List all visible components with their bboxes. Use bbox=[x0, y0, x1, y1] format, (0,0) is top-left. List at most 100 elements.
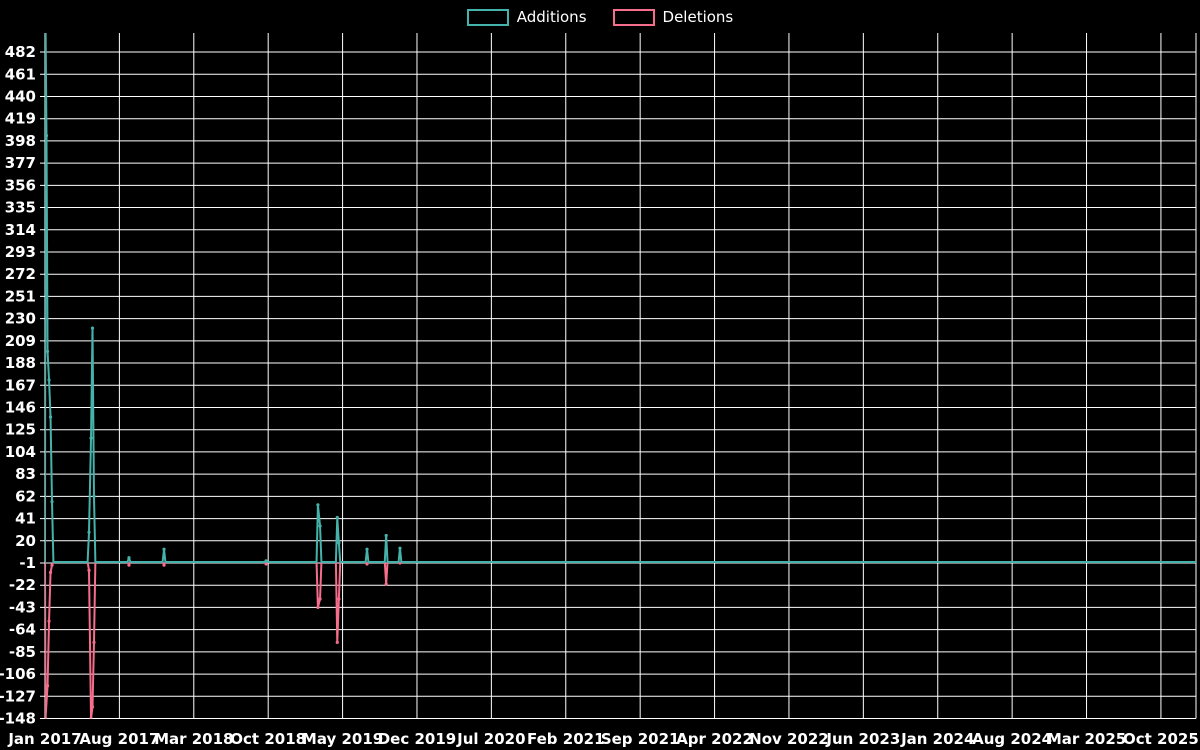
x-tick-label: Feb 2021 bbox=[527, 730, 605, 748]
y-tick-label: 356 bbox=[5, 176, 36, 194]
data-point bbox=[316, 605, 320, 610]
y-tick-label: 41 bbox=[15, 510, 36, 528]
data-point bbox=[89, 716, 93, 719]
additions-point-markers bbox=[45, 134, 402, 563]
x-tick-label: Jul 2020 bbox=[456, 730, 525, 748]
data-point bbox=[47, 378, 51, 382]
data-point bbox=[45, 716, 48, 719]
y-tick-label: 209 bbox=[5, 332, 36, 350]
vertical-gridlines bbox=[44, 33, 1197, 719]
y-tick-label: -85 bbox=[9, 643, 36, 661]
data-point bbox=[316, 503, 320, 507]
y-axis-labels: 482 461 440 419 398 377 356 335 314 293 272 251 230 2… bbox=[0, 43, 36, 727]
x-tick-label: Jun 2023 bbox=[825, 730, 900, 748]
y-tick-label: 251 bbox=[5, 287, 36, 305]
data-point bbox=[92, 494, 96, 498]
x-tick-label: Oct 2025 bbox=[1123, 730, 1199, 748]
x-tick-label: Mar 2025 bbox=[1047, 730, 1126, 748]
data-point bbox=[365, 562, 369, 566]
data-point bbox=[398, 546, 402, 550]
y-tick-label: 461 bbox=[5, 65, 36, 83]
x-tick-label: Dec 2019 bbox=[378, 730, 457, 748]
data-point bbox=[264, 559, 268, 563]
x-tick-label: Aug 2024 bbox=[972, 730, 1052, 748]
x-tick-label: Sep 2021 bbox=[601, 730, 680, 748]
y-tick-label: 272 bbox=[5, 265, 36, 283]
data-point bbox=[264, 562, 268, 566]
y-tick-label: -148 bbox=[0, 710, 36, 728]
x-tick-label: Aug 2017 bbox=[79, 730, 159, 748]
y-tick-label: 314 bbox=[5, 221, 36, 239]
data-point bbox=[337, 597, 341, 601]
x-tick-label: Oct 2018 bbox=[230, 730, 306, 748]
data-point bbox=[318, 524, 322, 528]
y-tick-label: 335 bbox=[5, 199, 36, 217]
data-point bbox=[50, 563, 54, 567]
y-tick-label: -106 bbox=[0, 665, 36, 683]
data-point bbox=[337, 541, 341, 545]
y-tick-label: 440 bbox=[5, 87, 36, 105]
data-point bbox=[45, 349, 50, 354]
data-point bbox=[45, 134, 49, 138]
data-point bbox=[318, 597, 322, 601]
x-tick-label: Mar 2018 bbox=[154, 730, 233, 748]
legend-item-deletions[interactable]: Deletions bbox=[612, 8, 734, 26]
data-point bbox=[89, 436, 93, 440]
additions-legend-label: Additions bbox=[516, 8, 587, 26]
data-point bbox=[90, 705, 95, 709]
data-point bbox=[162, 563, 166, 567]
data-point bbox=[48, 415, 53, 419]
y-tick-label: 398 bbox=[5, 132, 36, 150]
deletions-legend-label: Deletions bbox=[662, 8, 734, 26]
legend-item-additions[interactable]: Additions bbox=[466, 8, 587, 26]
data-point bbox=[127, 556, 131, 560]
horizontal-gridlines bbox=[40, 51, 1196, 719]
y-tick-label: 146 bbox=[5, 398, 36, 416]
data-point bbox=[87, 530, 91, 534]
x-tick-label: May 2019 bbox=[302, 730, 383, 748]
data-point bbox=[335, 515, 339, 520]
x-tick-label: Nov 2022 bbox=[749, 730, 829, 748]
y-tick-label: 377 bbox=[5, 154, 36, 172]
y-tick-label: 482 bbox=[5, 43, 36, 61]
x-tick-label: Apr 2022 bbox=[676, 730, 753, 748]
y-tick-label: 293 bbox=[5, 243, 36, 261]
data-point bbox=[48, 570, 53, 575]
data-point bbox=[162, 547, 166, 551]
y-tick-label: 104 bbox=[5, 443, 36, 461]
data-point bbox=[45, 684, 50, 688]
data-point bbox=[384, 582, 388, 586]
y-tick-label: 419 bbox=[5, 110, 36, 128]
x-tick-label: Jan 2017 bbox=[7, 730, 81, 748]
data-point bbox=[50, 500, 54, 504]
y-tick-label: -1 bbox=[19, 554, 36, 572]
y-tick-label: 188 bbox=[5, 354, 36, 372]
y-tick-label: 20 bbox=[15, 532, 36, 550]
y-tick-label: 83 bbox=[15, 465, 36, 483]
data-point bbox=[47, 619, 51, 623]
data-point bbox=[335, 640, 339, 644]
additions-swatch bbox=[466, 8, 509, 26]
deletions-swatch bbox=[612, 8, 655, 26]
additions-series bbox=[45, 33, 1196, 563]
data-point bbox=[87, 568, 91, 573]
y-tick-label: -43 bbox=[9, 598, 36, 616]
chart-legend: Additions Deletions bbox=[0, 8, 1200, 26]
y-tick-label: 230 bbox=[5, 310, 36, 328]
data-point bbox=[90, 326, 95, 330]
y-tick-label: -127 bbox=[0, 687, 36, 705]
y-tick-label: 62 bbox=[15, 487, 36, 505]
y-tick-label: 167 bbox=[5, 376, 36, 394]
data-point bbox=[127, 563, 131, 567]
additions-series-line bbox=[45, 33, 1196, 563]
x-tick-label: Jan 2024 bbox=[900, 730, 974, 748]
data-point bbox=[92, 640, 96, 644]
deletions-point-markers bbox=[45, 561, 402, 719]
data-point bbox=[365, 547, 369, 551]
data-point bbox=[384, 533, 388, 538]
y-tick-label: 125 bbox=[5, 421, 36, 439]
y-tick-label: -22 bbox=[9, 576, 36, 594]
